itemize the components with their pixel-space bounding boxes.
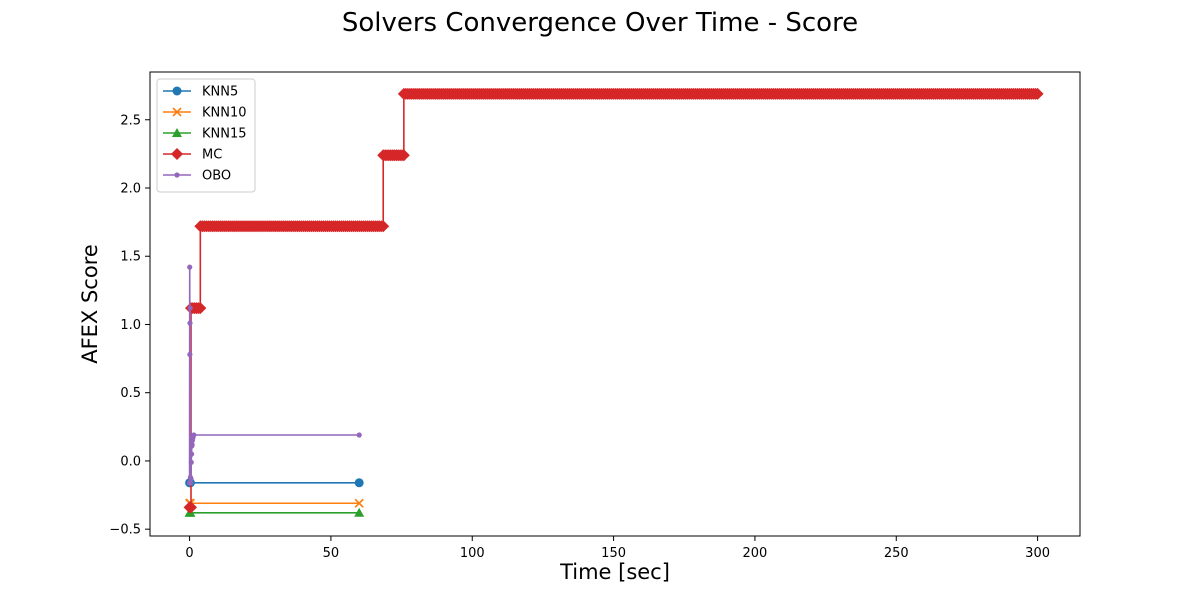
data-point-mc	[397, 149, 410, 162]
legend-box	[156, 78, 256, 193]
data-point-obo	[187, 305, 193, 311]
x-tick-label: 150	[601, 546, 626, 561]
y-tick-label: 0.5	[120, 386, 141, 401]
x-tick-label: 300	[1025, 546, 1050, 561]
legend-label: KNN5	[202, 85, 238, 100]
legend-label: KNN10	[202, 106, 247, 121]
series-knn5	[185, 478, 364, 488]
data-point-obo	[191, 432, 197, 438]
legend-item-knn10: KNN10	[163, 106, 247, 121]
data-point-obo	[188, 451, 195, 457]
y-axis-label: AFEX Score	[78, 244, 102, 364]
series-line-mc	[189, 93, 1038, 509]
data-point-obo	[188, 476, 194, 482]
series-knn15	[184, 507, 365, 517]
legend-marker-obo	[174, 172, 180, 178]
x-tick-label: 100	[460, 546, 485, 561]
data-point-mc	[194, 302, 207, 315]
data-point-knn5	[354, 478, 364, 488]
legend-item-mc: MC	[163, 148, 222, 163]
legend-item-obo: OBO	[163, 169, 231, 184]
y-tick-label: 0.0	[120, 454, 141, 469]
data-point-mc	[1031, 87, 1044, 100]
x-tick-label: 200	[743, 546, 768, 561]
data-point-obo	[188, 459, 194, 465]
plot-frame	[149, 71, 1081, 537]
y-tick-label: 1.5	[120, 250, 141, 265]
data-point-knn10	[354, 498, 364, 508]
x-tick-label: 50	[323, 546, 340, 561]
x-tick-label: 0	[185, 546, 193, 561]
y-tick-label: 2.0	[120, 182, 141, 197]
legend: KNN5 KNN10 KNN15 MC OBO	[156, 78, 256, 193]
legend-marker-knn10	[172, 107, 182, 117]
data-point-obo	[187, 320, 193, 326]
legend-label: MC	[202, 148, 222, 163]
data-point-obo	[356, 432, 362, 438]
data-point-mc	[184, 501, 197, 514]
y-tick-label: −0.5	[109, 523, 141, 538]
legend-marker-knn5	[172, 86, 182, 96]
y-tick-label: 2.5	[120, 113, 141, 128]
data-point-mc	[377, 220, 390, 233]
chart-title: Solvers Convergence Over Time - Score	[341, 8, 859, 38]
series-obo	[186, 264, 362, 486]
data-point-obo	[187, 264, 193, 270]
data-point-obo	[188, 480, 194, 486]
series-layer	[183, 87, 1044, 517]
legend-item-knn5: KNN5	[163, 85, 238, 100]
series-line-obo	[188, 267, 360, 483]
x-tick-label: 250	[884, 546, 909, 561]
series-mc	[183, 87, 1044, 514]
axis-ticks: 0 50 100 150 200 250 300 −0.5 0.0 0.5 1.0 1.5 2.0 2.5	[109, 113, 1050, 561]
legend-label: OBO	[202, 169, 231, 184]
data-point-obo	[187, 351, 193, 358]
series-knn10	[185, 498, 364, 508]
x-axis-label: Time [sec]	[559, 560, 670, 584]
y-tick-label: 1.0	[120, 318, 141, 333]
data-point-knn15	[354, 507, 365, 517]
legend-item-knn15: KNN15	[163, 127, 247, 142]
data-point-obo	[189, 441, 195, 448]
legend-marker-mc	[171, 148, 183, 160]
legend-label: KNN15	[202, 127, 247, 142]
legend-marker-knn15	[172, 128, 182, 137]
